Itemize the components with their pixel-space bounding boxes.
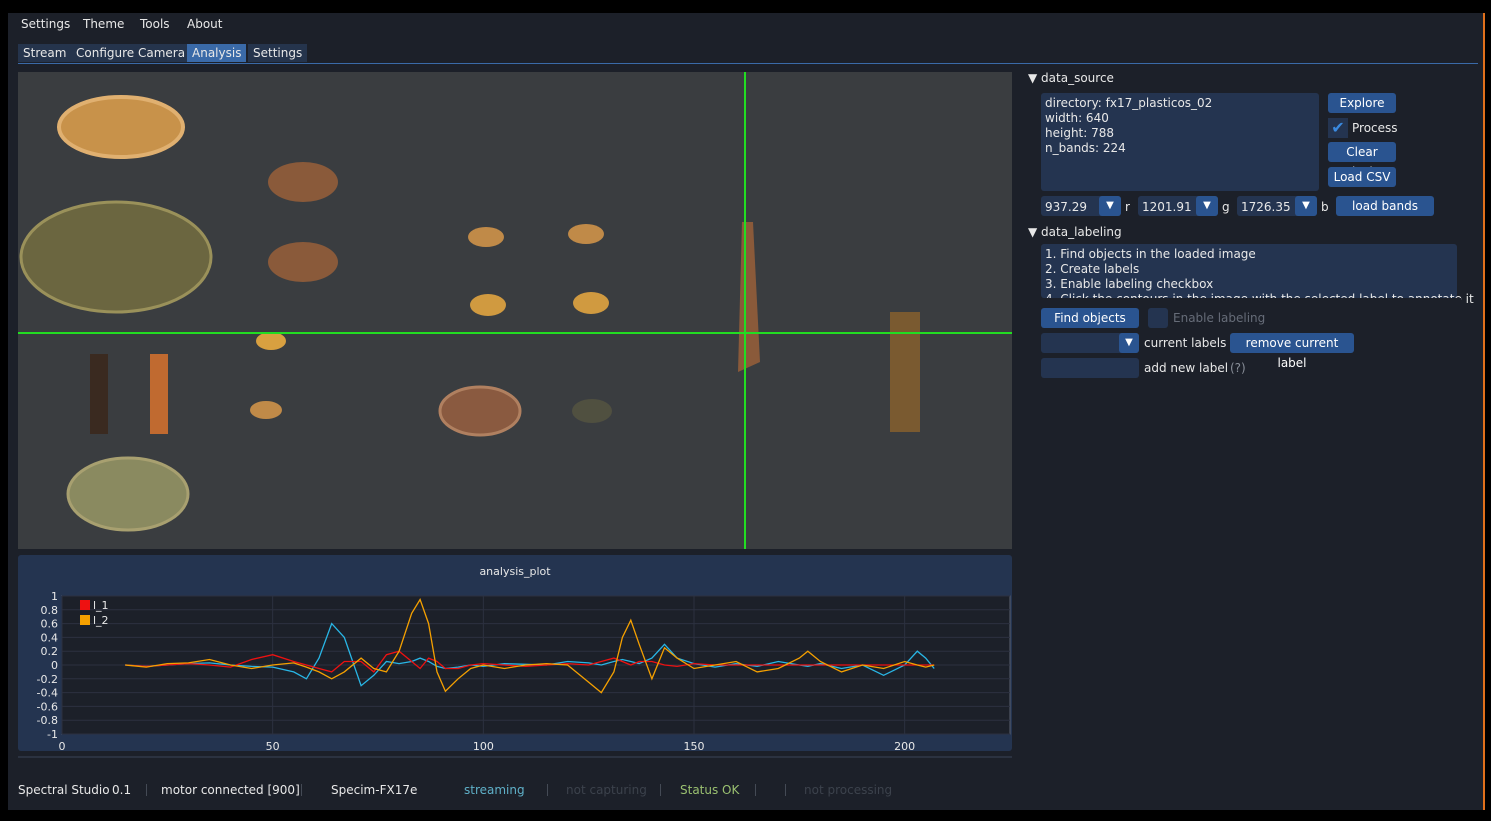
band-value: 1201.91	[1142, 200, 1192, 214]
status-item: motor connected [900]	[161, 783, 300, 797]
tab[interactable]: Analysis	[187, 44, 247, 62]
status-separator	[146, 784, 147, 796]
y-tick-label: -0.8	[37, 714, 58, 727]
instructions-box	[1041, 244, 1457, 298]
button[interactable]: Clear Pixels	[1328, 142, 1396, 179]
dropdown-arrow[interactable]: ▼	[1119, 333, 1139, 353]
legend-label: l_2	[93, 614, 109, 627]
status-item: Spectral Studio	[18, 783, 110, 797]
instruction-line: 2. Create labels	[1045, 262, 1140, 276]
series-line	[125, 597, 935, 694]
status-separator	[785, 784, 786, 796]
status-item: Status OK	[680, 783, 740, 797]
status-item: Specim-FX17e	[331, 783, 418, 797]
info-line: width: 640	[1045, 111, 1109, 125]
section-header[interactable]: ▼ data_labeling	[1028, 225, 1122, 239]
band-channel: g	[1222, 200, 1230, 214]
y-tick-label: 0	[51, 659, 58, 672]
status-item: streaming	[464, 783, 525, 797]
y-tick-label: 0.4	[41, 631, 59, 644]
info-box	[1041, 93, 1319, 191]
y-tick-label: 1	[51, 590, 58, 603]
dropdown-arrow[interactable]: ▼	[1295, 196, 1317, 216]
label-input[interactable]	[1041, 358, 1139, 378]
status-separator	[660, 784, 661, 796]
analysis-plot: analysis_plot -1-0.8-0.6-0.4-0.200.20.40…	[18, 555, 1012, 751]
tab[interactable]: Settings	[248, 44, 308, 62]
instructions-cover	[1041, 298, 1461, 308]
info-line: height: 788	[1045, 126, 1115, 140]
status-separator	[755, 784, 756, 796]
status-separator	[301, 784, 302, 796]
y-tick-label: 0.2	[41, 645, 59, 658]
button[interactable]: Load CSV	[1328, 167, 1396, 187]
checkbox-label: Process	[1352, 121, 1398, 135]
button[interactable]: Find objects	[1041, 308, 1139, 328]
y-tick-label: -0.2	[37, 673, 58, 686]
menu-item[interactable]: About	[187, 17, 223, 31]
button[interactable]: load bands	[1336, 196, 1434, 216]
menu-item[interactable]: Theme	[83, 17, 125, 31]
checkbox-label: Enable labeling	[1173, 311, 1266, 325]
menu-item[interactable]: Tools	[140, 17, 170, 31]
x-tick-label: 150	[684, 740, 705, 751]
dropdown-arrow[interactable]: ▼	[1196, 196, 1218, 216]
tab[interactable]: Configure Camera	[71, 44, 191, 62]
band-channel: b	[1321, 200, 1329, 214]
x-tick-label: 50	[266, 740, 280, 751]
status-separator	[547, 784, 548, 796]
info-line: n_bands: 224	[1045, 141, 1126, 155]
x-tick-label: 100	[473, 740, 494, 751]
button[interactable]: remove current label	[1230, 333, 1354, 370]
band-channel: r	[1125, 200, 1130, 214]
button[interactable]: Explore	[1328, 93, 1396, 113]
info-line: directory: fx17_plasticos_02	[1045, 96, 1213, 110]
y-tick-label: 0.6	[41, 618, 59, 631]
legend-label: l_1	[93, 599, 109, 612]
app-window: analysis_plot -1 -0.8 -0.6 -0.4 -0.2 0 0.2 0.4 0…	[8, 13, 1485, 810]
dropdown-arrow[interactable]: ▼	[1099, 196, 1121, 216]
tab-underline	[18, 63, 1478, 64]
divider	[18, 756, 1012, 758]
instruction-line: 1. Find objects in the loaded image	[1045, 247, 1256, 261]
section-header[interactable]: ▼ data_source	[1028, 71, 1114, 85]
x-tick-label: 200	[894, 740, 915, 751]
checkbox[interactable]	[1148, 308, 1168, 328]
checkbox[interactable]: ✔	[1328, 118, 1348, 138]
legend-swatch	[80, 615, 90, 625]
input-label: add new label	[1144, 361, 1229, 375]
menu-item[interactable]: Settings	[21, 17, 71, 31]
y-tick-label: 0.8	[41, 604, 59, 617]
hyperspectral-image[interactable]	[18, 72, 1012, 549]
tab[interactable]: Stream	[18, 44, 72, 62]
instruction-line: 3. Enable labeling checkbox	[1045, 277, 1214, 291]
plot-title: analysis_plot	[479, 565, 551, 578]
status-item: not processing	[804, 783, 893, 797]
band-value: 937.29	[1045, 200, 1087, 214]
series-line	[125, 650, 935, 673]
status-item: 0.1	[112, 783, 132, 797]
y-tick-label: -0.6	[37, 700, 58, 713]
y-tick-label: -0.4	[37, 687, 58, 700]
legend-swatch	[80, 600, 90, 610]
dropdown-label: current labels	[1144, 336, 1227, 350]
x-tick-label: 0	[59, 740, 66, 751]
label-dropdown[interactable]	[1041, 333, 1139, 353]
y-tick-label: -1	[47, 728, 58, 741]
help-marker: (?)	[1230, 361, 1246, 375]
band-value: 1726.35	[1241, 200, 1291, 214]
status-item: not capturing	[566, 783, 647, 797]
